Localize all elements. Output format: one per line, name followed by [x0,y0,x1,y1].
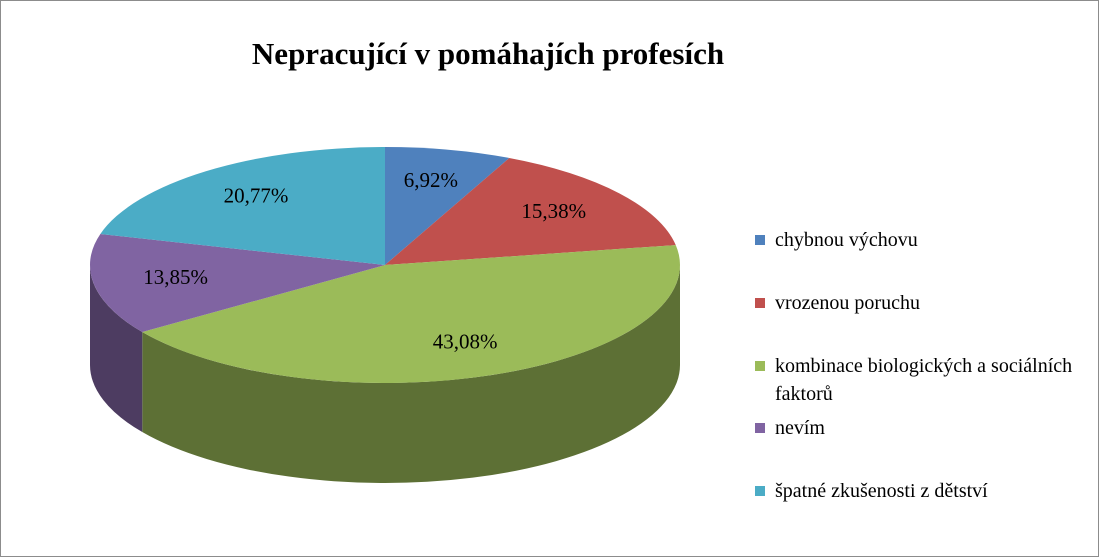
chart-title: Nepracující v pomáhajích profesích [252,36,724,71]
legend-item: nevím [755,414,1075,442]
legend-item: špatné zkušenosti z dětství [755,477,1075,505]
pie-slice [90,234,386,333]
pie-side [90,265,143,433]
legend-label: kombinace biologických a sociálních fakt… [775,355,1073,405]
data-label: 43,08% [433,329,498,353]
data-label: 20,77% [224,183,289,207]
legend-item: kombinace biologických a sociálních fakt… [755,352,1075,408]
pie-slice [385,157,676,265]
legend-swatch [755,423,765,433]
legend-label: vrozenou poruchu [775,292,920,314]
legend-item: vrozenou poruchu [755,289,1075,317]
legend-label: chybnou výchovu [775,229,918,251]
data-label: 15,38% [521,199,586,223]
legend-swatch [755,298,765,308]
legend-label: nevím [775,417,825,439]
legend-swatch [755,235,765,245]
legend-swatch [755,486,765,496]
legend-swatch [755,361,765,371]
data-label: 6,92% [404,168,458,192]
legend: chybnou výchovu vrozenou poruchu kombinace… [755,226,1075,505]
legend-label: špatné zkušenosti z dětství [775,480,988,502]
data-label: 13,85% [143,265,208,289]
pie-slice [385,147,510,265]
pie-slice [100,147,385,265]
pie-side [142,265,680,483]
pie-slice [142,245,680,383]
legend-item: chybnou výchovu [755,226,1075,254]
